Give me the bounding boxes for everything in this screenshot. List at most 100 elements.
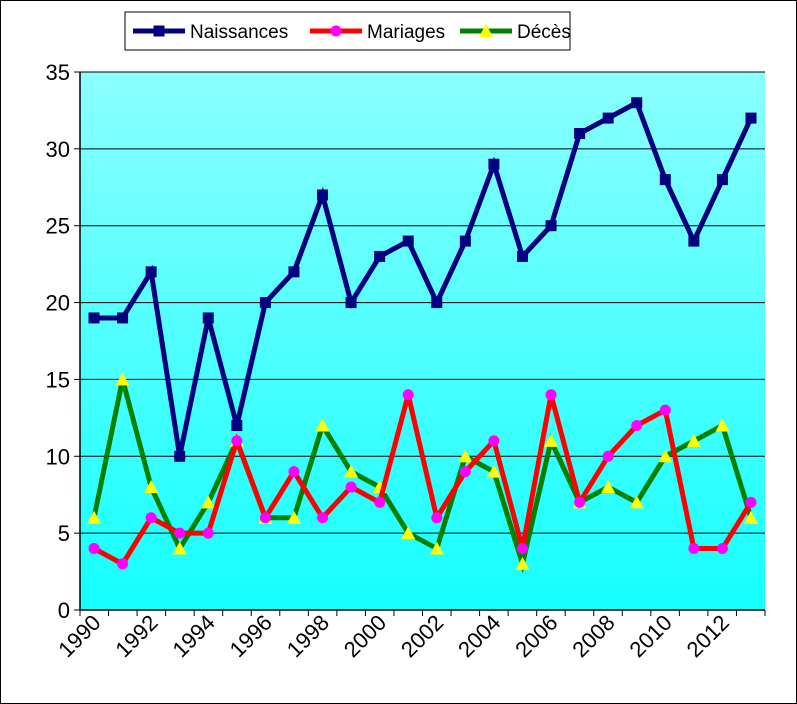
x-tick-label: 2008: [567, 610, 619, 662]
x-tick-label: 2004: [453, 610, 505, 662]
x-tick-label: 2012: [682, 610, 734, 662]
point-naissances: [745, 112, 757, 124]
point-naissances: [516, 250, 528, 262]
y-tick-label: 30: [46, 137, 70, 162]
point-naissances: [659, 174, 671, 186]
series-mariages: [88, 389, 757, 570]
x-tick-label: 1996: [225, 610, 277, 662]
point-mariages: [688, 543, 700, 555]
point-deces: [458, 449, 473, 463]
point-deces: [201, 495, 216, 509]
point-deces: [286, 510, 301, 524]
legend-label-mariages: Mariages: [367, 22, 445, 43]
y-tick-label: 35: [46, 60, 70, 85]
x-tick-label: 2010: [625, 610, 677, 662]
point-deces: [515, 556, 530, 570]
point-mariages: [88, 543, 100, 555]
point-deces: [144, 480, 159, 494]
legend-marker-mariages: [330, 25, 342, 37]
point-mariages: [317, 512, 329, 524]
point-mariages: [545, 389, 557, 401]
point-naissances: [459, 235, 471, 247]
y-tick-label: 20: [46, 291, 70, 316]
x-tick-label: 2006: [510, 610, 562, 662]
point-deces: [544, 433, 559, 447]
point-mariages: [231, 435, 243, 447]
point-deces: [315, 418, 330, 432]
point-mariages: [288, 466, 300, 478]
point-mariages: [374, 496, 386, 508]
point-naissances: [202, 312, 214, 324]
point-deces: [744, 510, 758, 524]
point-naissances: [431, 297, 443, 309]
point-deces: [87, 510, 101, 524]
point-naissances: [374, 250, 386, 262]
point-naissances: [317, 189, 329, 201]
point-mariages: [488, 435, 500, 447]
point-deces: [686, 433, 701, 447]
x-tick-label: 1994: [168, 610, 220, 662]
line-naissances: [94, 99, 754, 457]
y-tick-label: 5: [58, 521, 70, 546]
x-tick-label: 1998: [282, 610, 334, 662]
point-naissances: [345, 297, 357, 309]
point-deces: [658, 449, 673, 463]
point-naissances: [288, 266, 300, 278]
point-mariages: [574, 496, 586, 508]
point-naissances: [602, 112, 614, 124]
y-tick-label: 15: [46, 367, 70, 392]
point-mariages: [431, 512, 443, 524]
legend-label-naissances: Naissances: [190, 22, 288, 43]
series-naissances: [88, 97, 757, 462]
plot-area: [80, 72, 765, 610]
point-mariages: [259, 512, 271, 524]
point-deces: [715, 418, 730, 432]
point-mariages: [631, 420, 643, 432]
x-tick-label: 2002: [396, 610, 448, 662]
line-deces: [91, 378, 754, 574]
point-mariages: [345, 481, 357, 493]
point-deces: [629, 495, 644, 509]
legend-label-deces: Décès: [517, 22, 571, 43]
point-naissances: [117, 312, 129, 324]
legend: Naissances Mariages Décès: [124, 11, 571, 51]
point-mariages: [402, 389, 414, 401]
point-mariages: [145, 512, 157, 524]
x-tick-label: 1992: [110, 610, 162, 662]
point-naissances: [259, 297, 271, 309]
point-mariages: [516, 543, 528, 555]
point-naissances: [716, 174, 728, 186]
point-mariages: [659, 404, 671, 416]
point-deces: [601, 480, 616, 494]
point-mariages: [716, 543, 728, 555]
point-naissances: [402, 235, 414, 247]
point-mariages: [602, 450, 614, 462]
point-naissances: [574, 127, 586, 139]
y-tick-label: 25: [46, 214, 70, 239]
y-tick-label: 10: [46, 444, 70, 469]
point-naissances: [545, 220, 557, 232]
point-deces: [401, 526, 416, 540]
point-deces: [172, 541, 187, 555]
point-mariages: [745, 496, 757, 508]
point-mariages: [202, 527, 214, 539]
point-naissances: [145, 266, 157, 278]
point-deces: [486, 464, 501, 478]
point-naissances: [231, 420, 243, 432]
point-mariages: [459, 466, 471, 478]
point-deces: [429, 541, 444, 555]
point-mariages: [117, 558, 129, 570]
point-deces: [115, 372, 130, 386]
y-tick-label: 0: [58, 598, 70, 623]
legend-marker-naissances: [153, 25, 165, 37]
x-tick-label: 2000: [339, 610, 391, 662]
point-mariages: [174, 527, 186, 539]
point-naissances: [174, 450, 186, 462]
point-deces: [344, 464, 359, 478]
point-naissances: [631, 97, 643, 109]
point-naissances: [688, 235, 700, 247]
legend-marker-deces: [479, 24, 493, 37]
point-naissances: [488, 158, 500, 170]
point-naissances: [88, 312, 100, 324]
